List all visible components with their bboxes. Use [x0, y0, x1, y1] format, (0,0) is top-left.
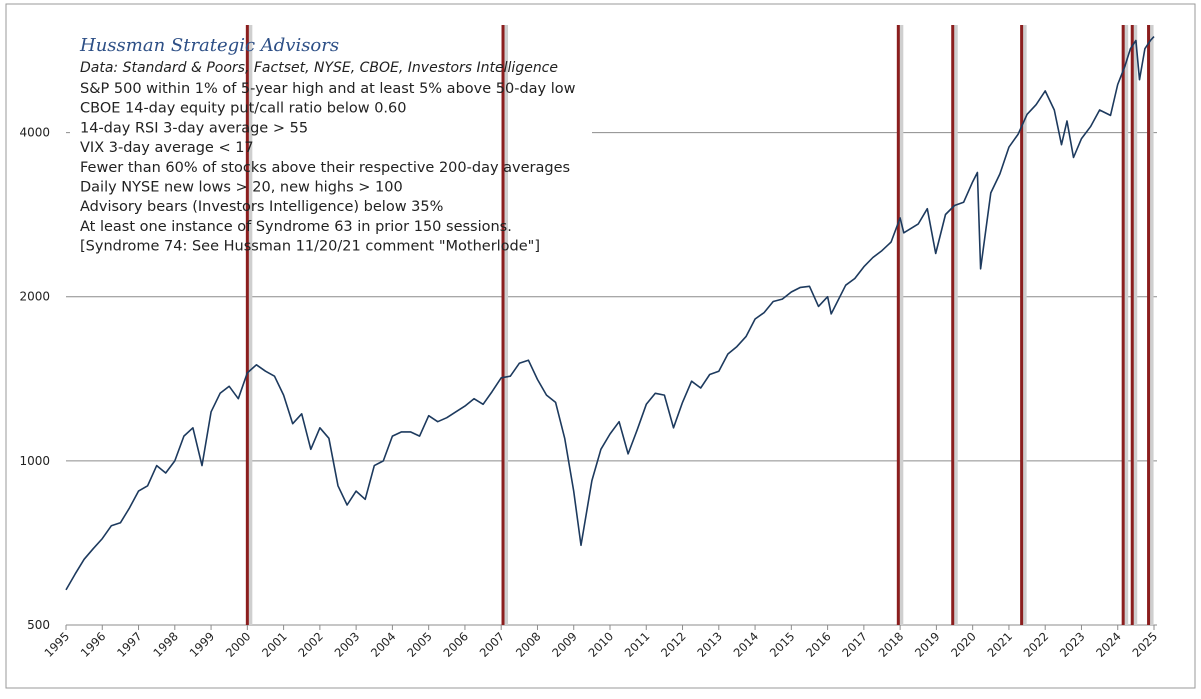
price-line: [65, 36, 1155, 591]
signal-shadow: [899, 25, 904, 625]
signal-line: [951, 25, 955, 625]
annotation: 14-day RSI 3-day average > 55: [80, 120, 308, 136]
annotation: Fewer than 60% of stocks above their res…: [80, 160, 570, 176]
signal-shadow: [1149, 25, 1154, 625]
signal-shadow: [1133, 25, 1138, 625]
signal-line: [1020, 25, 1024, 625]
signal-line: [1121, 25, 1125, 625]
annotation: At least one instance of Syndrome 63 in …: [80, 219, 512, 235]
signal-shadow: [1124, 25, 1129, 625]
y-tick-label: 2000: [19, 290, 50, 304]
signal-line: [896, 25, 900, 625]
signal-line: [245, 25, 249, 625]
annotation: [Syndrome 74: See Hussman 11/20/21 comme…: [80, 239, 540, 255]
signal-shadow: [248, 25, 253, 625]
y-tick-label: 500: [27, 618, 50, 632]
signal-shadow: [504, 25, 509, 625]
signal-line: [501, 25, 505, 625]
chart-title: Hussman Strategic Advisors: [79, 35, 339, 56]
y-tick-label: 1000: [19, 454, 50, 468]
signal-shadow: [1022, 25, 1027, 625]
y-tick-label: 4000: [19, 126, 50, 140]
annotation: VIX 3-day average < 17: [80, 140, 254, 156]
annotation: S&P 500 within 1% of 5-year high and at …: [80, 81, 576, 97]
signal-line: [1147, 25, 1151, 625]
annotation: CBOE 14-day equity put/call ratio below …: [80, 101, 407, 117]
signal-line: [1130, 25, 1134, 625]
chart-subtitle: Data: Standard & Poors, Factset, NYSE, C…: [80, 60, 558, 76]
annotation: Advisory bears (Investors Intelligence) …: [80, 199, 443, 215]
annotation: Daily NYSE new lows > 20, new highs > 10…: [80, 180, 403, 196]
signal-shadow: [953, 25, 958, 625]
